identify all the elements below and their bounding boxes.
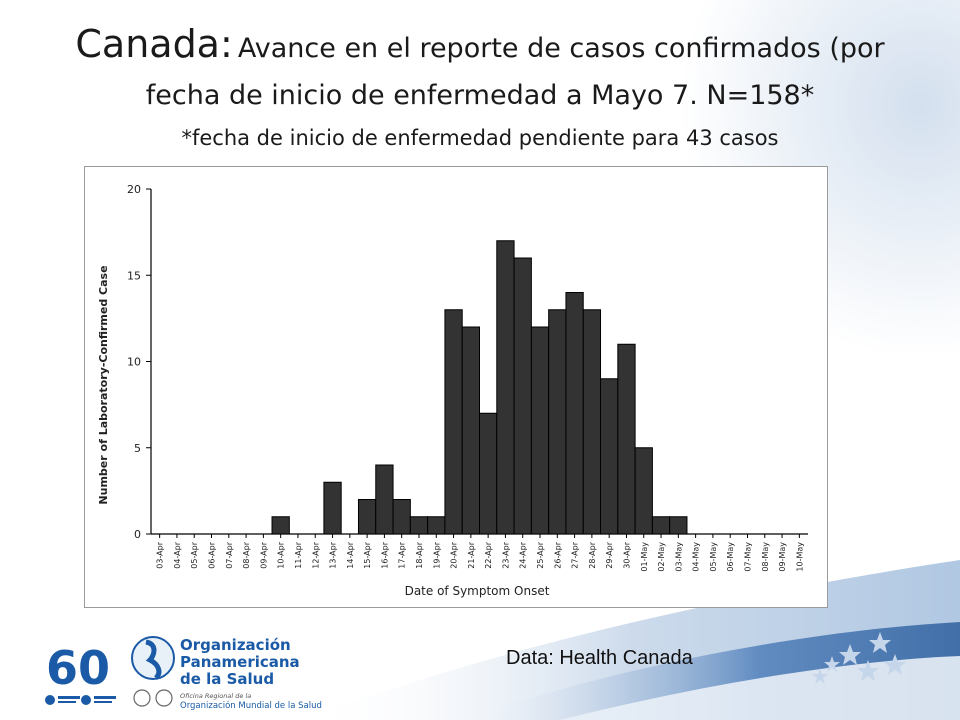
slide-title: Canada: Avance en el reporte de casos co… — [40, 22, 920, 121]
data-source: Data: Health Canada — [506, 647, 693, 669]
y-tick-label: 15 — [127, 269, 141, 282]
anniversary-number: 60 — [46, 641, 110, 695]
x-tick-label: 05-May — [709, 542, 718, 572]
bar-02-May — [651, 516, 671, 535]
bar-29-Apr — [600, 378, 619, 535]
bar-27-Apr — [565, 292, 584, 535]
chart-panel: 0 5 10 15 20 03-Apr 04-Apr 05-Apr 06-Apr 07-Apr 08… — [84, 166, 828, 608]
who-seal-icon — [155, 689, 173, 707]
x-tick-label: 03-May — [674, 542, 683, 572]
bar-17-Apr — [392, 499, 411, 535]
x-tick-label: 27-Apr — [571, 541, 580, 568]
slide-subtitle: *fecha de inicio de enfermedad pendiente… — [181, 126, 779, 150]
x-tick-label: 07-Apr — [225, 541, 234, 568]
paho-emblem-icon — [81, 695, 91, 705]
bar-01-May — [634, 447, 653, 535]
x-tick-label: 03-Apr — [156, 541, 165, 568]
x-tick-label: 17-Apr — [398, 541, 407, 568]
bar-15-Apr — [357, 499, 377, 535]
anniversary-60-logo: 60 — [45, 641, 116, 705]
bar-24-Apr — [513, 257, 532, 535]
y-tick-label: 0 — [134, 528, 141, 541]
x-tick-label: 10-Apr — [277, 541, 286, 568]
y-tick-label: 5 — [134, 442, 141, 455]
x-tick-label: 14-Apr — [346, 541, 355, 568]
bar-19-Apr — [427, 516, 446, 535]
x-tick-label: 21-Apr — [467, 541, 476, 568]
bar-22-Apr — [479, 412, 498, 535]
y-tick-label: 20 — [127, 183, 141, 196]
x-tick-label: 16-Apr — [380, 541, 389, 568]
x-tick-label: 26-Apr — [553, 541, 562, 568]
x-tick-label: 28-Apr — [588, 541, 597, 568]
x-tick-label: 09-May — [778, 542, 787, 572]
x-tick-label: 02-May — [657, 542, 666, 572]
who-emblem-icon — [45, 695, 55, 705]
paho-name-line-3: de la Salud — [180, 670, 274, 688]
paho-name-line-2: Panamericana — [180, 653, 300, 671]
bar-chart: 0 5 10 15 20 03-Apr 04-Apr 05-Apr 06-Apr 07-Apr 08… — [97, 183, 808, 598]
stars-decoration — [812, 632, 906, 684]
x-tick-label: 20-Apr — [450, 541, 459, 568]
x-tick-label: 04-May — [692, 542, 701, 572]
x-tick-label: 06-May — [726, 542, 735, 572]
y-axis-label: Number of Laboratory-Confirmed Case — [97, 265, 110, 504]
x-tick-label: 07-May — [743, 542, 752, 572]
bar-25-Apr — [530, 326, 550, 535]
x-tick-label: 13-Apr — [329, 541, 338, 568]
bar-23-Apr — [496, 240, 515, 535]
x-tick-label: 30-Apr — [622, 541, 631, 568]
x-tick-label: 08-Apr — [242, 541, 251, 568]
office-line-2: Organización Mundial de la Salud — [180, 700, 322, 711]
x-tick-label: 05-Apr — [190, 541, 199, 568]
bar-28-Apr — [582, 309, 602, 535]
x-tick-label: 06-Apr — [208, 541, 217, 568]
bar-30-Apr — [617, 343, 636, 535]
x-tick-label: 19-Apr — [432, 541, 441, 568]
paho-name-line-1: Organización — [180, 636, 291, 654]
x-tick-label: 22-Apr — [484, 541, 493, 568]
bar-16-Apr — [375, 464, 394, 535]
bar-21-Apr — [461, 326, 481, 535]
x-tick-label: 29-Apr — [605, 541, 614, 568]
paho-seal-icon — [133, 689, 151, 707]
x-axis-label: Date of Symptom Onset — [405, 584, 550, 598]
star-icons — [812, 632, 906, 684]
title-country: Canada: — [75, 22, 233, 66]
bar-03-May — [669, 516, 688, 535]
bar-10-Apr — [271, 516, 290, 535]
x-tick-label: 12-Apr — [311, 541, 320, 568]
x-tick-label: 15-Apr — [363, 541, 372, 568]
x-tick-label: 09-Apr — [259, 541, 268, 568]
y-tick-label: 10 — [127, 356, 141, 369]
office-line-1: Oficina Regional de la — [180, 692, 251, 700]
x-tick-label: 23-Apr — [501, 541, 510, 568]
paho-logo: Organización Panamericana de la Salud Of… — [131, 636, 322, 711]
bar-20-Apr — [444, 309, 463, 535]
x-tick-label: 25-Apr — [536, 541, 545, 568]
chart-bars — [271, 240, 688, 535]
x-tick-label: 01-May — [640, 542, 649, 572]
x-tick-label: 24-Apr — [519, 541, 528, 568]
bar-13-Apr — [323, 481, 342, 535]
x-tick-label: 11-Apr — [294, 541, 303, 568]
x-tick-label: 10-May — [795, 542, 804, 572]
bar-26-Apr — [548, 309, 567, 535]
title-description: Avance en el reporte de casos confirmado… — [145, 33, 885, 111]
bar-18-Apr — [409, 516, 429, 535]
x-tick-label: 04-Apr — [173, 541, 182, 568]
x-tick-label: 08-May — [761, 542, 770, 572]
chart-axes: 0 5 10 15 20 03-Apr 04-Apr 05-Apr 06-Apr 07-Apr 08… — [127, 183, 808, 572]
x-tick-label: 18-Apr — [415, 541, 424, 568]
